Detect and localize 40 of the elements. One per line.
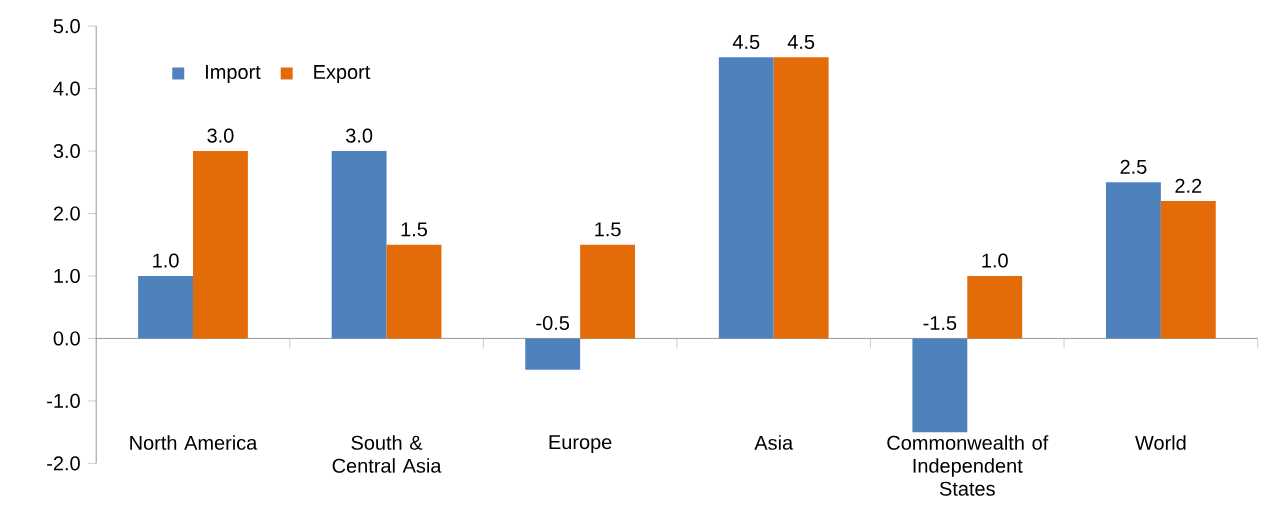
data-label: 1.5 bbox=[401, 222, 428, 237]
y-tick-label: 3.0 bbox=[53, 144, 80, 159]
x-tick-label: Europe bbox=[549, 435, 612, 454]
y-tick-label: 1.0 bbox=[54, 269, 80, 284]
y-tick-label: -1.0 bbox=[47, 394, 80, 409]
data-label: 2.5 bbox=[1120, 159, 1147, 175]
x-tick-label: North America bbox=[130, 435, 258, 451]
y-tick-label: -2.0 bbox=[47, 456, 80, 471]
bar bbox=[386, 244, 442, 339]
y-tick-label: 5.0 bbox=[53, 19, 80, 34]
data-label: 3.0 bbox=[207, 128, 234, 143]
data-label: 4.5 bbox=[787, 35, 815, 50]
bar bbox=[580, 244, 636, 339]
legend-label: Import bbox=[206, 65, 261, 84]
data-label: 3.0 bbox=[346, 128, 373, 143]
bar bbox=[773, 57, 829, 339]
data-label: -0.5 bbox=[536, 316, 570, 331]
bar bbox=[718, 57, 774, 339]
bar bbox=[331, 151, 387, 339]
x-tick-label: World bbox=[1135, 435, 1186, 451]
bar bbox=[192, 151, 248, 339]
y-tick-label: 4.0 bbox=[53, 81, 80, 96]
data-label: -1.5 bbox=[923, 316, 957, 331]
bar bbox=[1105, 182, 1161, 339]
x-tick-label: Asia bbox=[754, 435, 794, 451]
y-tick-label: 0.0 bbox=[53, 331, 80, 346]
bar bbox=[525, 338, 581, 370]
bar bbox=[967, 276, 1023, 339]
y-tick-label: 2.0 bbox=[53, 206, 80, 221]
data-label: 4.5 bbox=[732, 35, 760, 50]
bar bbox=[1160, 201, 1216, 339]
data-label: 2.2 bbox=[1175, 178, 1202, 193]
x-tick-label: South & Central Asia bbox=[332, 435, 442, 473]
data-label: 1.0 bbox=[982, 253, 1008, 268]
data-label: 1.5 bbox=[595, 222, 621, 237]
legend-label: Export bbox=[314, 65, 371, 84]
bar bbox=[138, 276, 193, 339]
data-label: 1.0 bbox=[153, 253, 179, 268]
x-tick-label: Commonwealth of Independent States bbox=[887, 435, 1049, 496]
bar bbox=[912, 338, 968, 433]
